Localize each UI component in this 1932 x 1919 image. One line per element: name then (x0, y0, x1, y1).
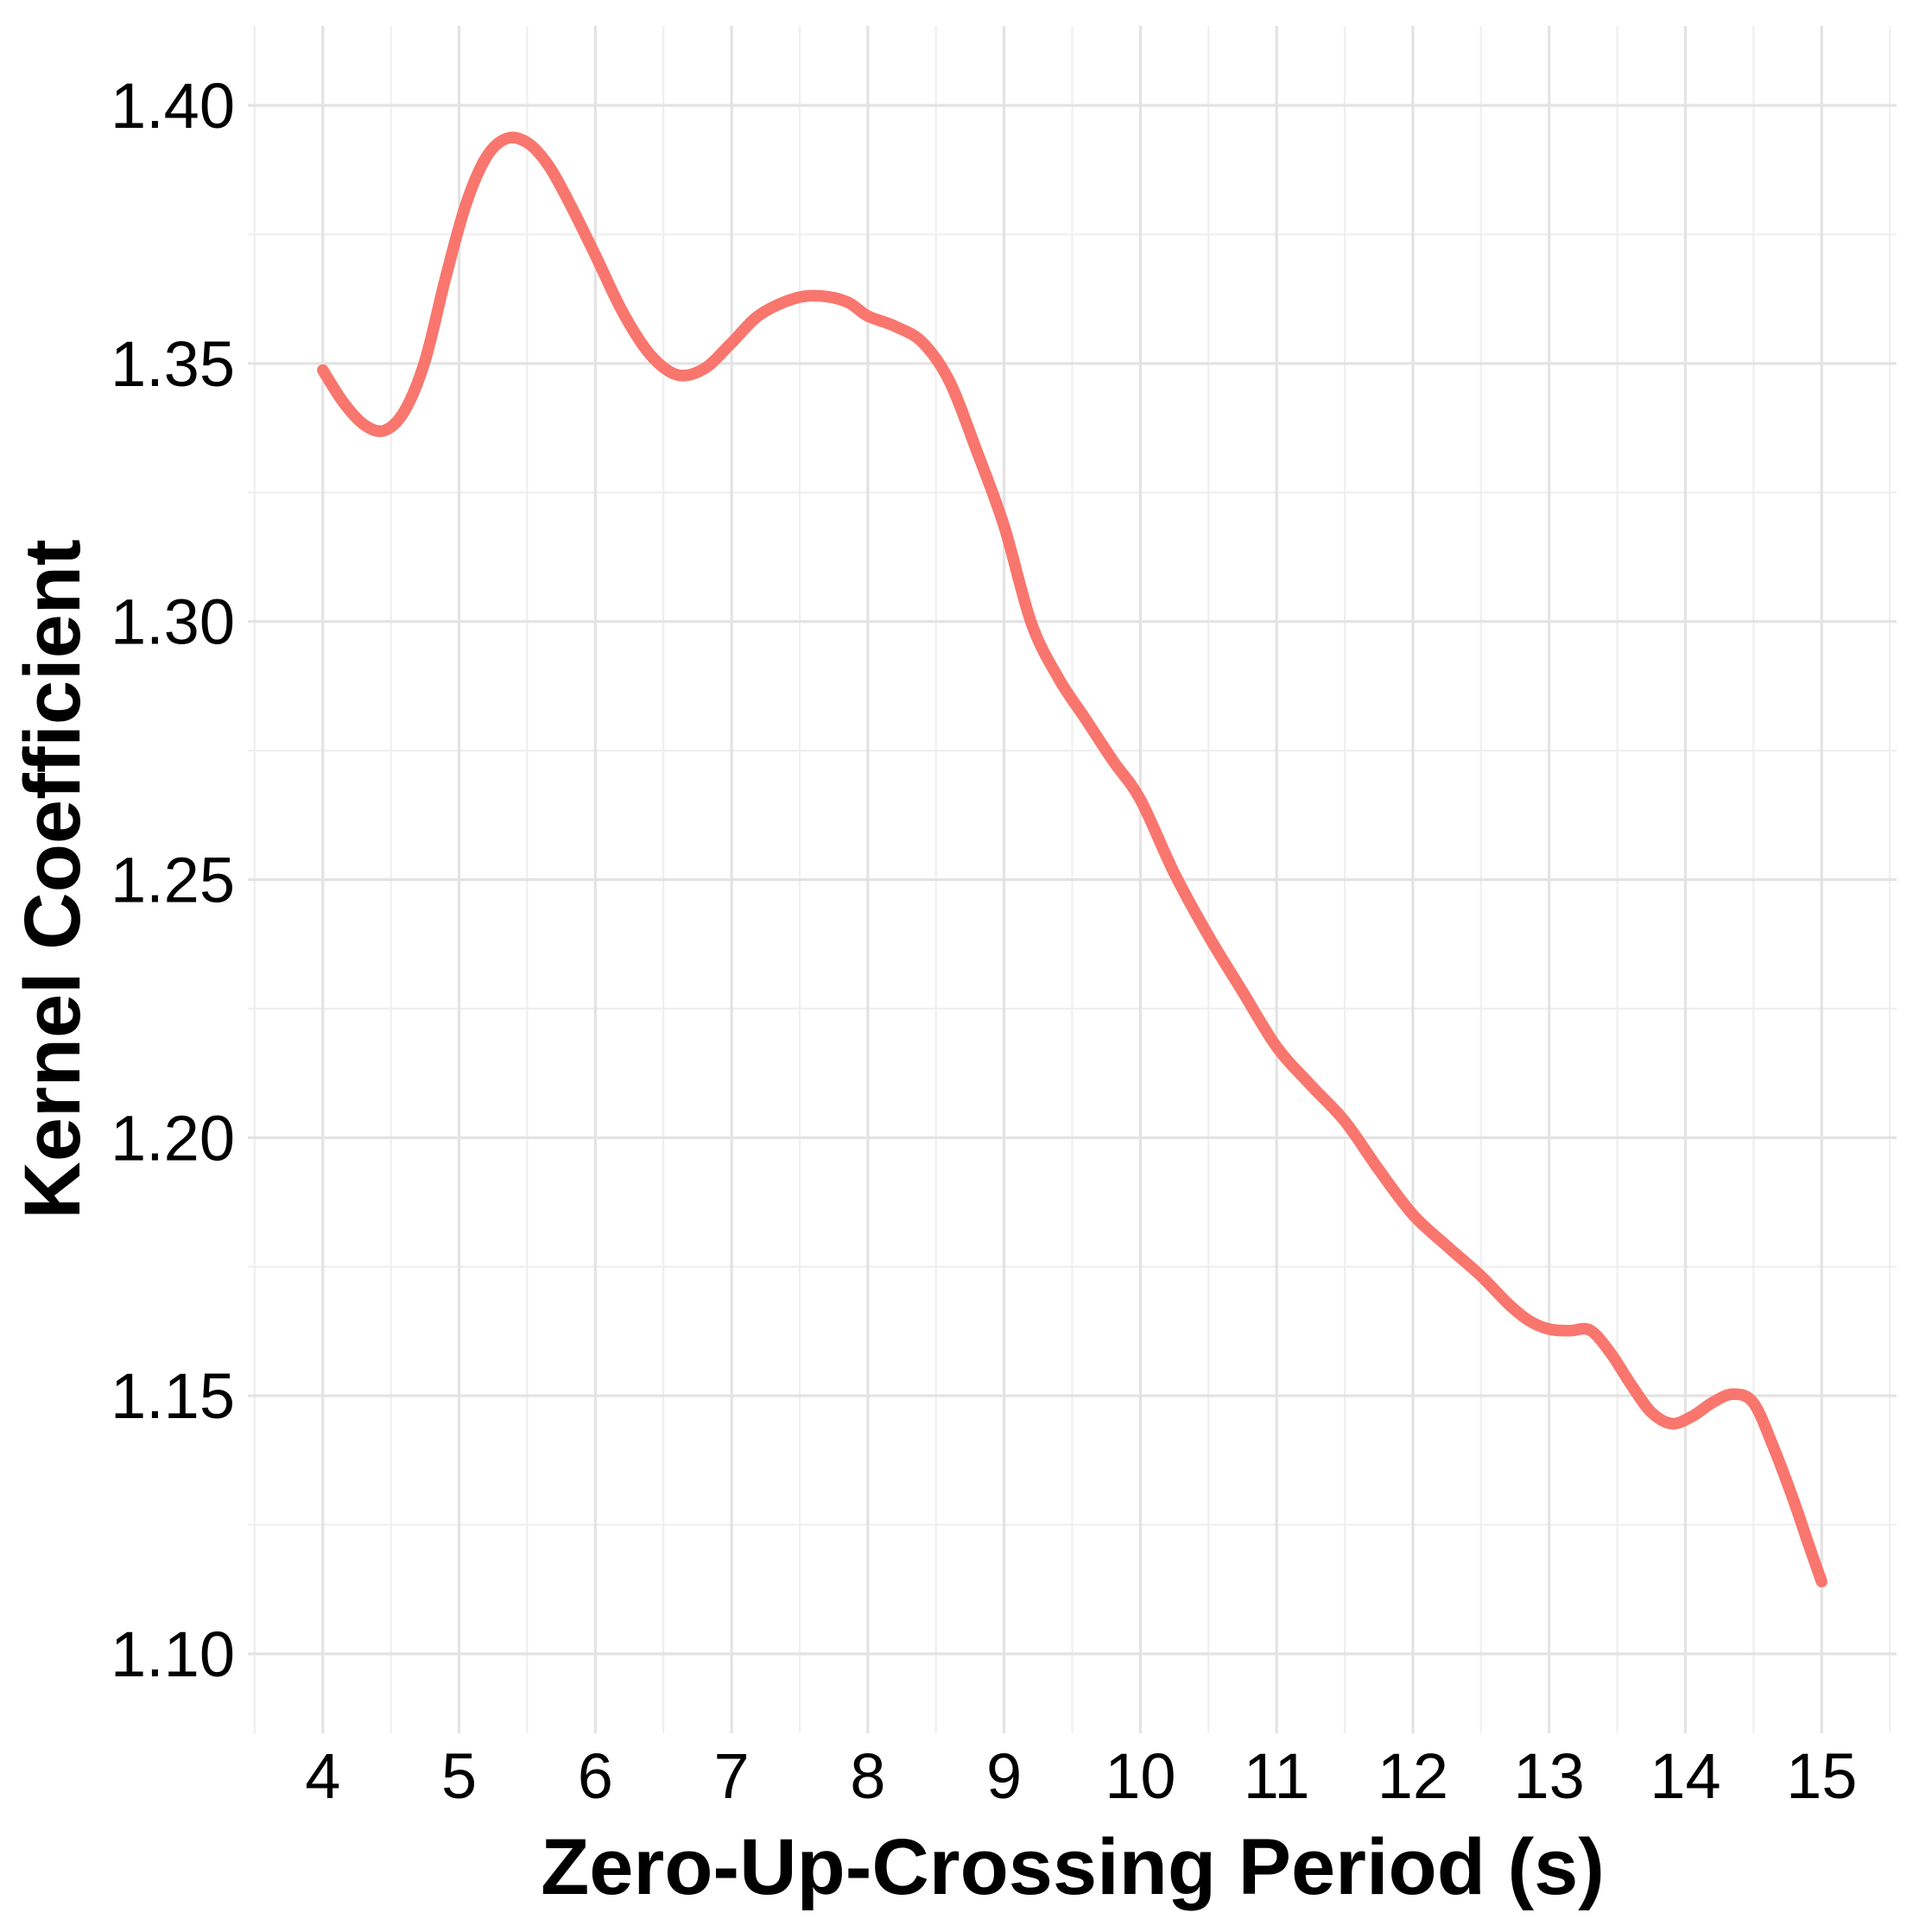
smoothed-line-series (317, 131, 1827, 1588)
y-tick-label: 1.35 (111, 328, 235, 400)
y-axis-title: Kernel Coefficient (9, 539, 97, 1219)
y-tick-label: 1.40 (111, 70, 235, 142)
x-tick-label: 7 (714, 1740, 750, 1812)
y-tick-label: 1.25 (111, 845, 235, 916)
y-tick-label: 1.30 (111, 586, 235, 658)
x-tick-label: 14 (1650, 1740, 1720, 1812)
y-axis-tick-labels: 1.10 1.15 1.20 1.25 1.30 1.35 1.40 (111, 70, 235, 1690)
x-tick-label: 12 (1378, 1740, 1448, 1812)
x-tick-label: 15 (1786, 1740, 1857, 1812)
x-tick-label: 8 (850, 1740, 885, 1812)
x-axis-title: Zero-Up-Crossing Period (s) (541, 1823, 1605, 1911)
major-gridlines (248, 26, 1897, 1733)
x-tick-label: 13 (1514, 1740, 1585, 1812)
x-axis-tick-labels: 4 5 6 7 8 9 10 11 12 13 14 15 (305, 1740, 1857, 1812)
x-tick-label: 9 (986, 1740, 1022, 1812)
x-tick-label: 10 (1105, 1740, 1175, 1812)
x-tick-label: 6 (578, 1740, 613, 1812)
x-tick-label: 11 (1244, 1740, 1310, 1812)
x-tick-label: 5 (441, 1740, 477, 1812)
y-tick-label: 1.15 (111, 1360, 235, 1432)
x-tick-label: 4 (305, 1740, 340, 1812)
y-tick-label: 1.20 (111, 1102, 235, 1174)
y-tick-label: 1.10 (111, 1618, 235, 1690)
